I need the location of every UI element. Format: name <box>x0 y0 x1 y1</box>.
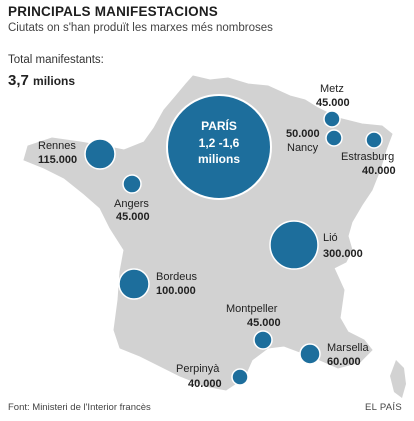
bubble-estrasburg <box>365 131 383 149</box>
bubble-montpeller <box>253 330 273 350</box>
label-metz-name: Metz <box>320 83 344 95</box>
bubble-lio <box>269 220 319 270</box>
total-number: 3,7 <box>8 72 29 89</box>
bubble-perpinya <box>231 368 249 386</box>
bubble-nancy <box>325 129 343 147</box>
label-rennes-name: Rennes <box>38 140 76 152</box>
label-perpinya-value: 40.000 <box>188 378 222 390</box>
label-nancy-value: 50.000 <box>286 128 320 140</box>
label-nancy-name: Nancy <box>287 142 319 154</box>
label-metz-value: 45.000 <box>316 97 350 109</box>
label-lio-name: Lió <box>323 232 338 244</box>
label-estrasburg-value: 40.000 <box>362 165 396 177</box>
bubble-paris <box>166 94 272 200</box>
label-paris-unit: milions <box>198 152 240 166</box>
total-value: 3,7 milions <box>8 72 75 89</box>
label-bordeus-value: 100.000 <box>156 285 196 297</box>
total-unit: milions <box>33 74 76 88</box>
label-rennes-value: 115.000 <box>38 154 77 166</box>
label-montpeller-value: 45.000 <box>247 317 281 329</box>
total-label: Total manifestants: <box>8 54 104 66</box>
label-marsella-name: Marsella <box>327 342 369 354</box>
label-lio-value: 300.000 <box>323 248 363 260</box>
label-perpinya-name: Perpinyà <box>176 363 220 375</box>
label-paris-name: PARÍS <box>201 118 237 133</box>
brand-label: EL PAÍS <box>365 402 402 413</box>
bubble-rennes <box>84 138 116 170</box>
bubble-bordeus <box>118 268 150 300</box>
bubble-angers <box>122 174 142 194</box>
label-bordeus-name: Bordeus <box>156 271 197 283</box>
label-angers-name: Angers <box>114 198 149 210</box>
label-angers-value: 45.000 <box>116 211 150 223</box>
bubble-metz <box>323 110 341 128</box>
label-marsella-value: 60.000 <box>327 356 361 368</box>
map-subtitle: Ciutats on s'han produït les marxes més … <box>8 22 273 34</box>
corsica-land <box>390 360 406 398</box>
label-paris-value: 1,2 -1,6 <box>199 136 240 150</box>
source-note: Font: Ministeri de l'Interior francès <box>8 402 151 413</box>
label-estrasburg-name: Estrasburg <box>341 151 394 163</box>
bubble-marsella <box>299 343 321 365</box>
label-montpeller-name: Montpeller <box>226 303 278 315</box>
map-title: PRINCIPALS MANIFESTACIONS <box>8 4 219 19</box>
france-land <box>23 75 393 391</box>
